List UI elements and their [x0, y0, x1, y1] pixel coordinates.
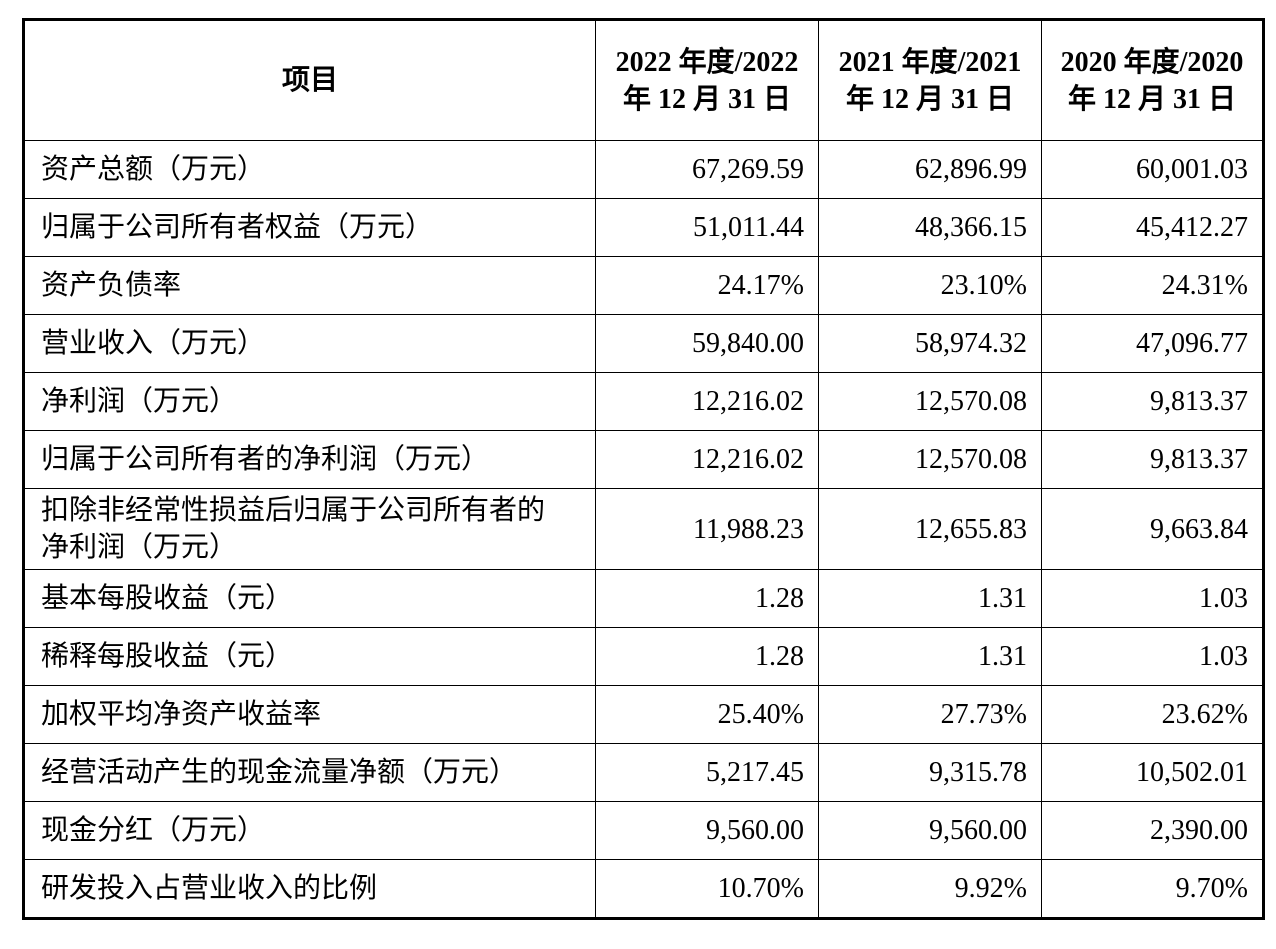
value-cell: 9.92% — [818, 859, 1042, 919]
label-cell: 研发投入占营业收入的比例 — [23, 859, 596, 919]
header-cell: 2022 年度/2022 年 12 月 31 日 — [595, 19, 819, 141]
value-cell: 12,570.08 — [818, 372, 1042, 431]
value-cell: 12,655.83 — [818, 488, 1042, 570]
value-cell: 5,217.45 — [595, 743, 819, 802]
value-cell: 10,502.01 — [1041, 743, 1264, 802]
value-cell: 24.31% — [1041, 256, 1264, 315]
value-cell: 11,988.23 — [595, 488, 819, 570]
table-row: 基本每股收益（元） 1.28 1.31 1.03 — [23, 569, 1264, 628]
value-cell: 9.70% — [1041, 859, 1264, 919]
value-cell: 9,560.00 — [595, 801, 819, 860]
value-cell: 27.73% — [818, 685, 1042, 744]
value-cell: 1.28 — [595, 627, 819, 686]
financial-table: 项目 2022 年度/2022 年 12 月 31 日 2021 年度/2021 年… — [22, 18, 1265, 920]
value-cell: 25.40% — [595, 685, 819, 744]
label-cell: 归属于公司所有者权益（万元） — [23, 198, 596, 257]
label-cell: 净利润（万元） — [23, 372, 596, 431]
label-cell: 归属于公司所有者的净利润（万元） — [23, 430, 596, 489]
table-row: 扣除非经常性损益后归属于公司所有者的净利润（万元） 11,988.23 12,655… — [23, 488, 1264, 570]
value-cell: 12,216.02 — [595, 372, 819, 431]
value-cell: 1.31 — [818, 569, 1042, 628]
table-row: 资产负债率 24.17% 23.10% 24.31% — [23, 256, 1264, 315]
table-row: 归属于公司所有者的净利润（万元） 12,216.02 12,570.08 9,813.… — [23, 430, 1264, 489]
label-cell: 资产总额（万元） — [23, 140, 596, 199]
table-row: 现金分红（万元） 9,560.00 9,560.00 2,390.00 — [23, 801, 1264, 860]
value-cell: 1.03 — [1041, 627, 1264, 686]
value-cell: 51,011.44 — [595, 198, 819, 257]
value-cell: 59,840.00 — [595, 314, 819, 373]
table-row: 资产总额（万元） 67,269.59 62,896.99 60,001.03 — [23, 140, 1264, 199]
header-row: 项目 2022 年度/2022 年 12 月 31 日 2021 年度/2021 年… — [23, 19, 1264, 141]
value-cell: 10.70% — [595, 859, 819, 919]
value-cell: 2,390.00 — [1041, 801, 1264, 860]
value-cell: 1.03 — [1041, 569, 1264, 628]
value-cell: 9,813.37 — [1041, 372, 1264, 431]
value-cell: 12,216.02 — [595, 430, 819, 489]
label-cell: 资产负债率 — [23, 256, 596, 315]
value-cell: 47,096.77 — [1041, 314, 1264, 373]
header-cell: 项目 — [23, 19, 596, 141]
header-cell: 2021 年度/2021 年 12 月 31 日 — [818, 19, 1042, 141]
label-cell: 加权平均净资产收益率 — [23, 685, 596, 744]
value-cell: 62,896.99 — [818, 140, 1042, 199]
label-cell: 扣除非经常性损益后归属于公司所有者的净利润（万元） — [23, 488, 596, 570]
label-cell: 经营活动产生的现金流量净额（万元） — [23, 743, 596, 802]
value-cell: 23.62% — [1041, 685, 1264, 744]
label-cell: 现金分红（万元） — [23, 801, 596, 860]
label-cell: 基本每股收益（元） — [23, 569, 596, 628]
value-cell: 58,974.32 — [818, 314, 1042, 373]
table-row: 稀释每股收益（元） 1.28 1.31 1.03 — [23, 627, 1264, 686]
table-row: 研发投入占营业收入的比例 10.70% 9.92% 9.70% — [23, 859, 1264, 919]
value-cell: 1.31 — [818, 627, 1042, 686]
value-cell: 48,366.15 — [818, 198, 1042, 257]
table-row: 经营活动产生的现金流量净额（万元） 5,217.45 9,315.78 10,502.… — [23, 743, 1264, 802]
table-row: 加权平均净资产收益率 25.40% 27.73% 23.62% — [23, 685, 1264, 744]
label-cell: 营业收入（万元） — [23, 314, 596, 373]
value-cell: 9,813.37 — [1041, 430, 1264, 489]
value-cell: 1.28 — [595, 569, 819, 628]
label-cell: 稀释每股收益（元） — [23, 627, 596, 686]
table-row: 归属于公司所有者权益（万元） 51,011.44 48,366.15 45,412.2… — [23, 198, 1264, 257]
value-cell: 12,570.08 — [818, 430, 1042, 489]
value-cell: 67,269.59 — [595, 140, 819, 199]
value-cell: 9,663.84 — [1041, 488, 1264, 570]
value-cell: 23.10% — [818, 256, 1042, 315]
value-cell: 9,560.00 — [818, 801, 1042, 860]
table-row: 营业收入（万元） 59,840.00 58,974.32 47,096.77 — [23, 314, 1264, 373]
value-cell: 45,412.27 — [1041, 198, 1264, 257]
header-cell: 2020 年度/2020 年 12 月 31 日 — [1041, 19, 1264, 141]
value-cell: 24.17% — [595, 256, 819, 315]
table-row: 净利润（万元） 12,216.02 12,570.08 9,813.37 — [23, 372, 1264, 431]
value-cell: 9,315.78 — [818, 743, 1042, 802]
value-cell: 60,001.03 — [1041, 140, 1264, 199]
